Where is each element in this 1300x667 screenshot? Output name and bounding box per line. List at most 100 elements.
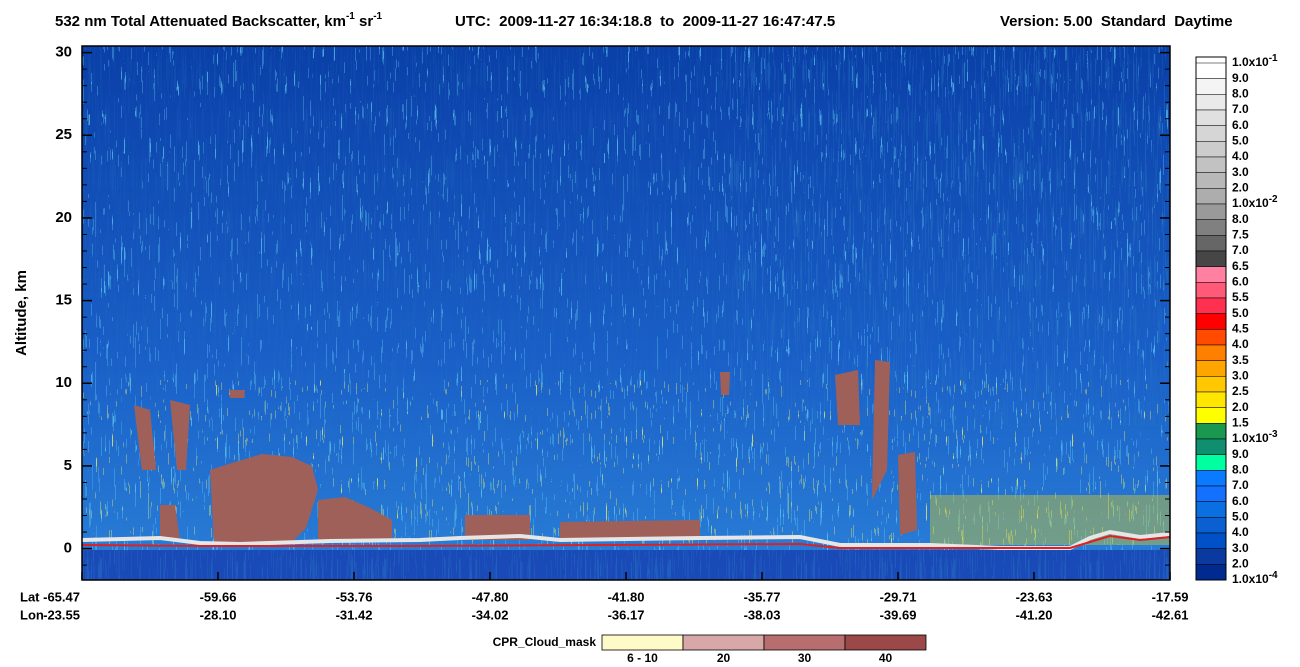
cloud (210, 454, 318, 542)
x-tick-label: -34.02 (472, 607, 509, 622)
x-tick-label: -23.63 (1016, 589, 1053, 604)
colorbar-label: 1.0x10-4 (1232, 570, 1278, 587)
colorbar-swatch (1195, 188, 1227, 205)
colorbar-label: 5.0 (1232, 306, 1249, 320)
colorbar-swatch (1195, 282, 1227, 299)
colorbar-label: 4.0 (1232, 337, 1249, 351)
colorbar-swatch (1195, 501, 1227, 518)
colorbar-swatch (1195, 203, 1227, 220)
y-axis-label: Altitude, km (13, 270, 30, 356)
utc-range: UTC: 2009-11-27 16:34:18.8 to 2009-11-27… (455, 13, 835, 30)
colorbar-swatch (1195, 532, 1227, 549)
colorbar-label-text: 1.0x10 (1232, 55, 1269, 69)
colorbar-label: 4.5 (1232, 322, 1249, 336)
colorbar-label: 2.0 (1232, 557, 1249, 571)
colorbar-swatch (1195, 313, 1227, 330)
surface-return (81, 529, 1171, 550)
colorbar-label: 1.0x10-3 (1232, 429, 1278, 446)
colorbar-label-text: 1.0x10 (1232, 431, 1269, 445)
x-tick-label: -47.80 (472, 589, 509, 604)
colorbar-label: 6.0 (1232, 494, 1249, 508)
colorbar-swatch (1195, 109, 1227, 126)
cloud (465, 515, 530, 540)
colorbar-label: 2.0 (1232, 181, 1249, 195)
colorbar-label: 8.0 (1232, 212, 1249, 226)
plot-area (81, 45, 1171, 581)
colorbar-label: 7.0 (1232, 243, 1249, 257)
colorbar-swatch (1195, 376, 1227, 393)
colorbar-label: 3.5 (1232, 353, 1249, 367)
colorbar-swatch (1195, 548, 1227, 565)
colorbar-label-sup: -2 (1269, 194, 1278, 205)
cloud (720, 372, 730, 395)
x-tick-label: -29.71 (880, 589, 917, 604)
colorbar-label: 7.5 (1232, 228, 1249, 242)
colorbar-label: 2.0 (1232, 400, 1249, 414)
colorbar-frame (1195, 56, 1227, 581)
colorbar-label: 7.0 (1232, 102, 1249, 116)
y-tick-label: 25 (55, 126, 72, 143)
colorbar-swatch (1195, 360, 1227, 377)
x-tick-label: -36.17 (608, 607, 645, 622)
colorbar-label: 5.0 (1232, 134, 1249, 148)
x-tick-label: -53.76 (336, 589, 373, 604)
colorbar-label-sup: -3 (1269, 429, 1278, 440)
y-tick-label: 20 (55, 209, 72, 226)
colorbar-label: 6.5 (1232, 259, 1249, 273)
colorbar-swatch (1195, 266, 1227, 283)
x-tick-label: -39.69 (880, 607, 917, 622)
x-tick-label: -65.47 (43, 589, 80, 604)
title-sup: -1 (346, 11, 355, 22)
colorbar-swatch (1195, 235, 1227, 252)
colorbar-swatch (1195, 470, 1227, 487)
cpr-label: 20 (717, 651, 731, 665)
x-tick-label: -42.61 (1152, 607, 1189, 622)
clouds (134, 360, 917, 542)
noise-texture (730, 46, 1170, 426)
cloud (170, 400, 190, 470)
title-sup: -1 (373, 11, 382, 22)
colorbar-label: 9.0 (1232, 447, 1249, 461)
cpr-label: 30 (798, 651, 812, 665)
colorbar-label: 6.0 (1232, 275, 1249, 289)
y-tick-label: 30 (55, 44, 72, 61)
cloud (160, 505, 180, 540)
y-tick-label: 5 (64, 457, 72, 474)
colorbar-label: 1.0x10-2 (1232, 194, 1278, 211)
colorbar-label: 1.0x10-1 (1232, 53, 1278, 70)
colorbar-label-sup: -4 (1269, 570, 1278, 581)
colorbar-swatch (1195, 344, 1227, 361)
colorbar-swatch (1195, 125, 1227, 142)
x-tick-label: -41.80 (608, 589, 645, 604)
cpr-title: CPR_Cloud_mask (493, 635, 597, 649)
cloud (872, 360, 890, 500)
x-tick-label: -28.10 (200, 607, 237, 622)
colorbar-label: 3.0 (1232, 165, 1249, 179)
colorbar-swatch (1195, 250, 1227, 267)
colorbar-swatch (1195, 156, 1227, 173)
cloud (835, 370, 860, 425)
colorbar-label: 8.0 (1232, 463, 1249, 477)
x-row-label: Lat (20, 589, 40, 604)
colorbar-label: 4.0 (1232, 525, 1249, 539)
title-text: 532 nm Total Attenuated Backscatter, km (55, 13, 346, 30)
y-tick-label: 15 (55, 292, 72, 309)
colorbar-label: 2.5 (1232, 384, 1249, 398)
colorbar-swatch (1195, 329, 1227, 346)
colorbar-label-sup: -1 (1269, 53, 1278, 64)
colorbar-swatch (1195, 78, 1227, 95)
cpr-swatch (601, 634, 684, 651)
colorbar-swatch (1195, 172, 1227, 189)
colorbar-label: 4.0 (1232, 149, 1249, 163)
x-tick-label: -38.03 (744, 607, 781, 622)
x-tick-label: -17.59 (1152, 589, 1189, 604)
colorbar-label: 7.0 (1232, 478, 1249, 492)
colorbar-swatch (1195, 219, 1227, 236)
cloud (229, 390, 245, 398)
colorbar-swatch (1195, 438, 1227, 455)
cloud (898, 452, 917, 535)
colorbar-swatch (1195, 564, 1227, 581)
cloud (134, 405, 156, 470)
colorbar-label: 8.0 (1232, 87, 1249, 101)
